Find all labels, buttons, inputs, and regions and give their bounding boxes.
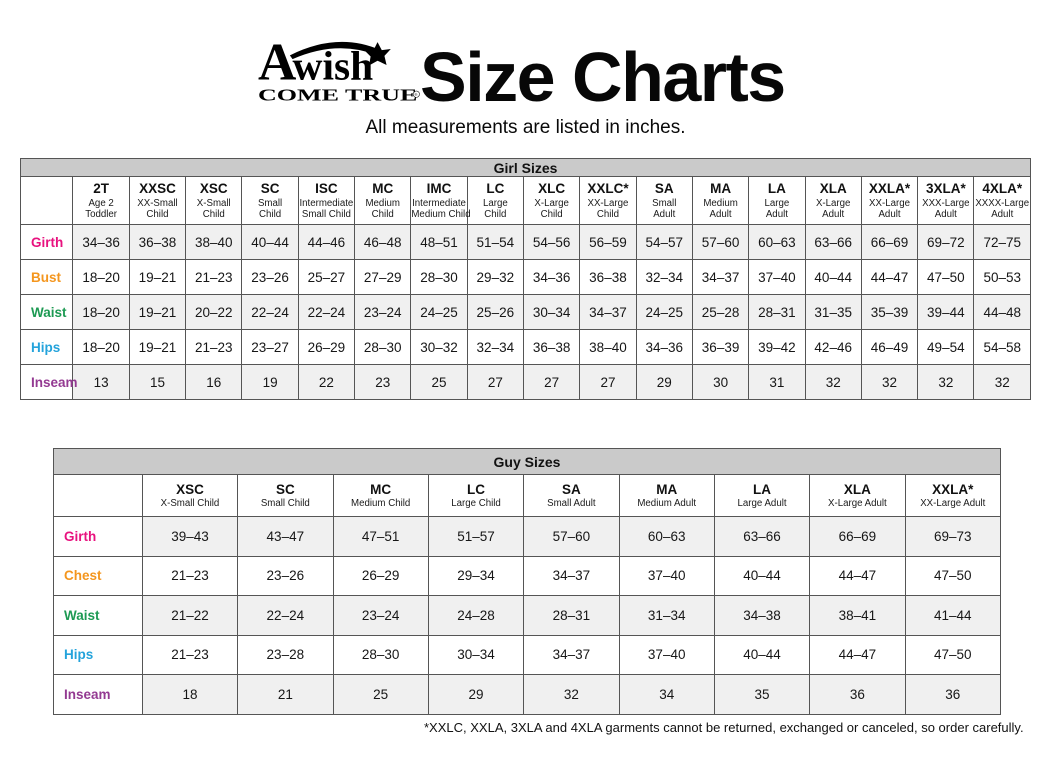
svg-text:®: ®	[414, 92, 418, 97]
svg-text:COME TRUE: COME TRUE	[258, 86, 417, 105]
svg-text:A: A	[258, 33, 296, 91]
svg-text:wish: wish	[293, 42, 374, 88]
